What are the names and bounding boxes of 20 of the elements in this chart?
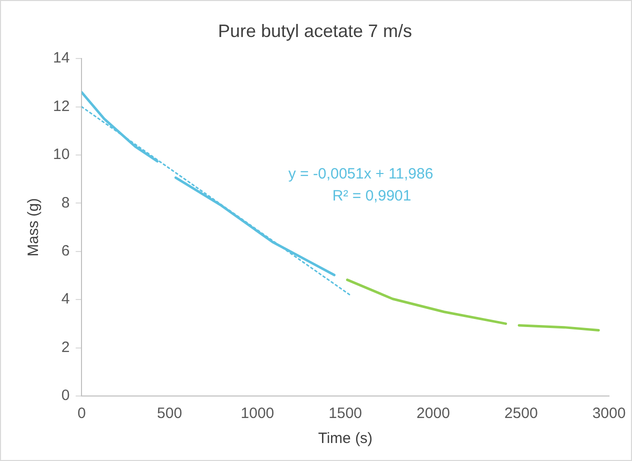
annotation: R² = 0,9901 bbox=[332, 187, 412, 204]
x-tick-label: 2500 bbox=[504, 405, 538, 422]
x-axis-title: Time (s) bbox=[318, 430, 373, 448]
chart-title: Pure butyl acetate 7 m/s bbox=[218, 20, 412, 41]
annotation: y = -0,0051x + 11,986 bbox=[288, 165, 434, 182]
x-tick-label: 1000 bbox=[240, 405, 274, 422]
y-tick-label: 10 bbox=[52, 146, 70, 164]
y-tick-label: 2 bbox=[61, 338, 70, 356]
y-tick-label: 8 bbox=[61, 194, 70, 212]
y-tick-label: 12 bbox=[52, 98, 70, 115]
x-tick-label: 1500 bbox=[328, 405, 362, 422]
y-tick-label: 14 bbox=[52, 50, 70, 67]
x-tick-label: 2000 bbox=[416, 405, 450, 422]
y-tick-label: 6 bbox=[61, 242, 70, 260]
y-tick-label: 0 bbox=[61, 387, 70, 404]
x-tick-label: 3000 bbox=[592, 405, 626, 422]
y-tick-label: 4 bbox=[61, 290, 70, 308]
y-axis-title: Mass (g) bbox=[25, 198, 42, 256]
x-tick-label: 500 bbox=[157, 405, 182, 422]
x-tick-label: 0 bbox=[78, 405, 86, 422]
